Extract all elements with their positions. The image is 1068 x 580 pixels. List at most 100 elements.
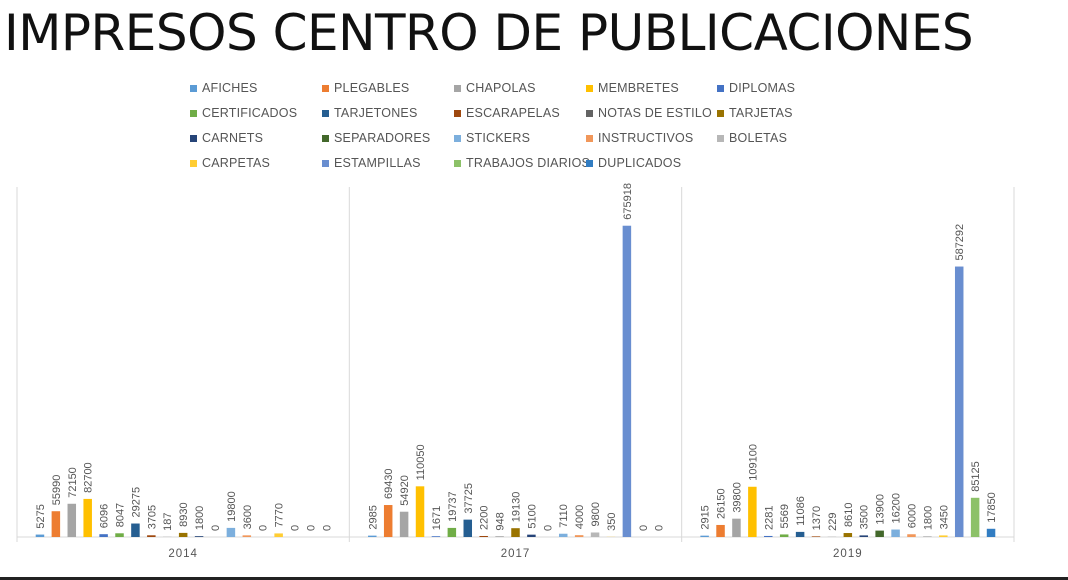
legend-item: MEMBRETES — [586, 80, 679, 96]
bar — [463, 519, 473, 537]
legend-label: STICKERS — [466, 131, 531, 145]
data-label: 39800 — [731, 482, 743, 513]
data-label: 8930 — [178, 502, 190, 526]
bar — [67, 503, 77, 537]
data-label: 19800 — [226, 491, 238, 522]
data-label: 11086 — [795, 496, 807, 526]
bar — [415, 486, 425, 537]
data-label: 1671 — [431, 506, 443, 530]
bar — [986, 528, 996, 537]
data-label: 16200 — [891, 493, 903, 524]
bar — [178, 532, 188, 537]
legend-item: NOTAS DE ESTILO — [586, 105, 712, 121]
data-label: 9800 — [590, 502, 602, 526]
data-label: 3450 — [938, 505, 950, 529]
legend-swatch — [454, 134, 461, 142]
legend-label: CARNETS — [202, 131, 264, 145]
data-label: 7110 — [558, 504, 570, 528]
chart-legend: AFICHES PLEGABLES CHAPOLAS MEMBRETES DIPLOMA… — [190, 80, 830, 176]
legend-item: STICKERS — [454, 130, 530, 146]
legend-item: SEPARADORES — [322, 130, 430, 146]
legend-swatch — [190, 109, 197, 117]
legend-label: BOLETAS — [729, 131, 788, 145]
bar — [99, 534, 108, 537]
legend-item: TARJETAS — [717, 105, 793, 121]
data-label: 2200 — [479, 506, 491, 530]
legend-swatch — [586, 84, 593, 92]
bar — [907, 534, 916, 537]
data-label: 54920 — [399, 475, 411, 506]
bar — [779, 534, 789, 537]
bar — [811, 536, 821, 537]
data-label: 0 — [258, 525, 270, 531]
legend-swatch — [322, 84, 329, 92]
data-label: 26150 — [716, 488, 728, 519]
bar — [574, 535, 584, 537]
data-label: 0 — [654, 525, 666, 531]
bar — [923, 536, 932, 537]
bar — [558, 533, 568, 537]
data-label: 3600 — [242, 505, 254, 529]
legend-label: TARJETAS — [729, 106, 793, 120]
data-label: 19737 — [447, 491, 459, 522]
bar — [939, 535, 948, 537]
bar — [431, 536, 441, 537]
legend-label: DUPLICADOS — [598, 156, 682, 170]
bar — [511, 528, 520, 537]
bar — [383, 505, 393, 537]
data-label: 0 — [321, 525, 333, 531]
bar — [447, 527, 457, 537]
legend-swatch — [322, 159, 329, 167]
legend-swatch — [190, 159, 197, 167]
bar — [35, 534, 45, 537]
legend-swatch — [586, 159, 593, 167]
legend-label: ESCARAPELAS — [466, 106, 560, 120]
legend-swatch — [322, 134, 329, 142]
data-label: 1370 — [811, 506, 823, 530]
bar — [226, 527, 236, 537]
bar — [368, 535, 377, 537]
data-label: 6096 — [99, 504, 111, 528]
legend-item: CARPETAS — [190, 155, 270, 171]
legend-label: CERTIFICADOS — [202, 106, 298, 120]
data-label: 675918 — [622, 183, 634, 220]
legend-label: MEMBRETES — [598, 81, 679, 95]
category-label: 2014 — [168, 548, 198, 560]
data-label: 69430 — [383, 468, 395, 499]
data-label: 5569 — [779, 504, 791, 528]
legend-item: PLEGABLES — [322, 80, 409, 96]
data-label: 13900 — [875, 494, 887, 525]
category-label: 2019 — [833, 548, 863, 560]
legend-label: SEPARADORES — [334, 131, 431, 145]
legend-label: DIPLOMAS — [729, 81, 796, 95]
data-label: 2915 — [700, 505, 712, 529]
bar — [891, 529, 900, 537]
data-label: 6000 — [906, 504, 918, 528]
bar — [527, 534, 536, 537]
bar — [399, 511, 409, 537]
legend-swatch — [586, 109, 593, 117]
legend-item: INSTRUCTIVOS — [586, 130, 693, 146]
legend-label: INSTRUCTIVOS — [598, 131, 694, 145]
legend-label: ESTAMPILLAS — [334, 156, 421, 170]
legend-label: CARPETAS — [202, 156, 271, 170]
chart-title: IMPRESOS CENTRO DE PUBLICACIONES — [4, 4, 974, 62]
legend-swatch — [717, 134, 724, 142]
bar — [83, 498, 92, 537]
bar — [115, 533, 124, 537]
legend-swatch — [454, 84, 461, 92]
data-label: 109100 — [747, 444, 759, 481]
data-label: 8047 — [115, 503, 127, 527]
bar — [700, 535, 709, 537]
data-label: 55990 — [51, 475, 63, 506]
data-label: 7770 — [274, 503, 286, 527]
data-label: 17850 — [986, 492, 998, 523]
bar — [622, 225, 632, 537]
legend-swatch — [190, 84, 197, 92]
bar — [242, 535, 252, 537]
bar — [748, 486, 757, 537]
legend-label: TARJETONES — [334, 106, 418, 120]
legend-item: TARJETONES — [322, 105, 418, 121]
legend-swatch — [454, 159, 461, 167]
data-label: 1800 — [194, 506, 206, 530]
